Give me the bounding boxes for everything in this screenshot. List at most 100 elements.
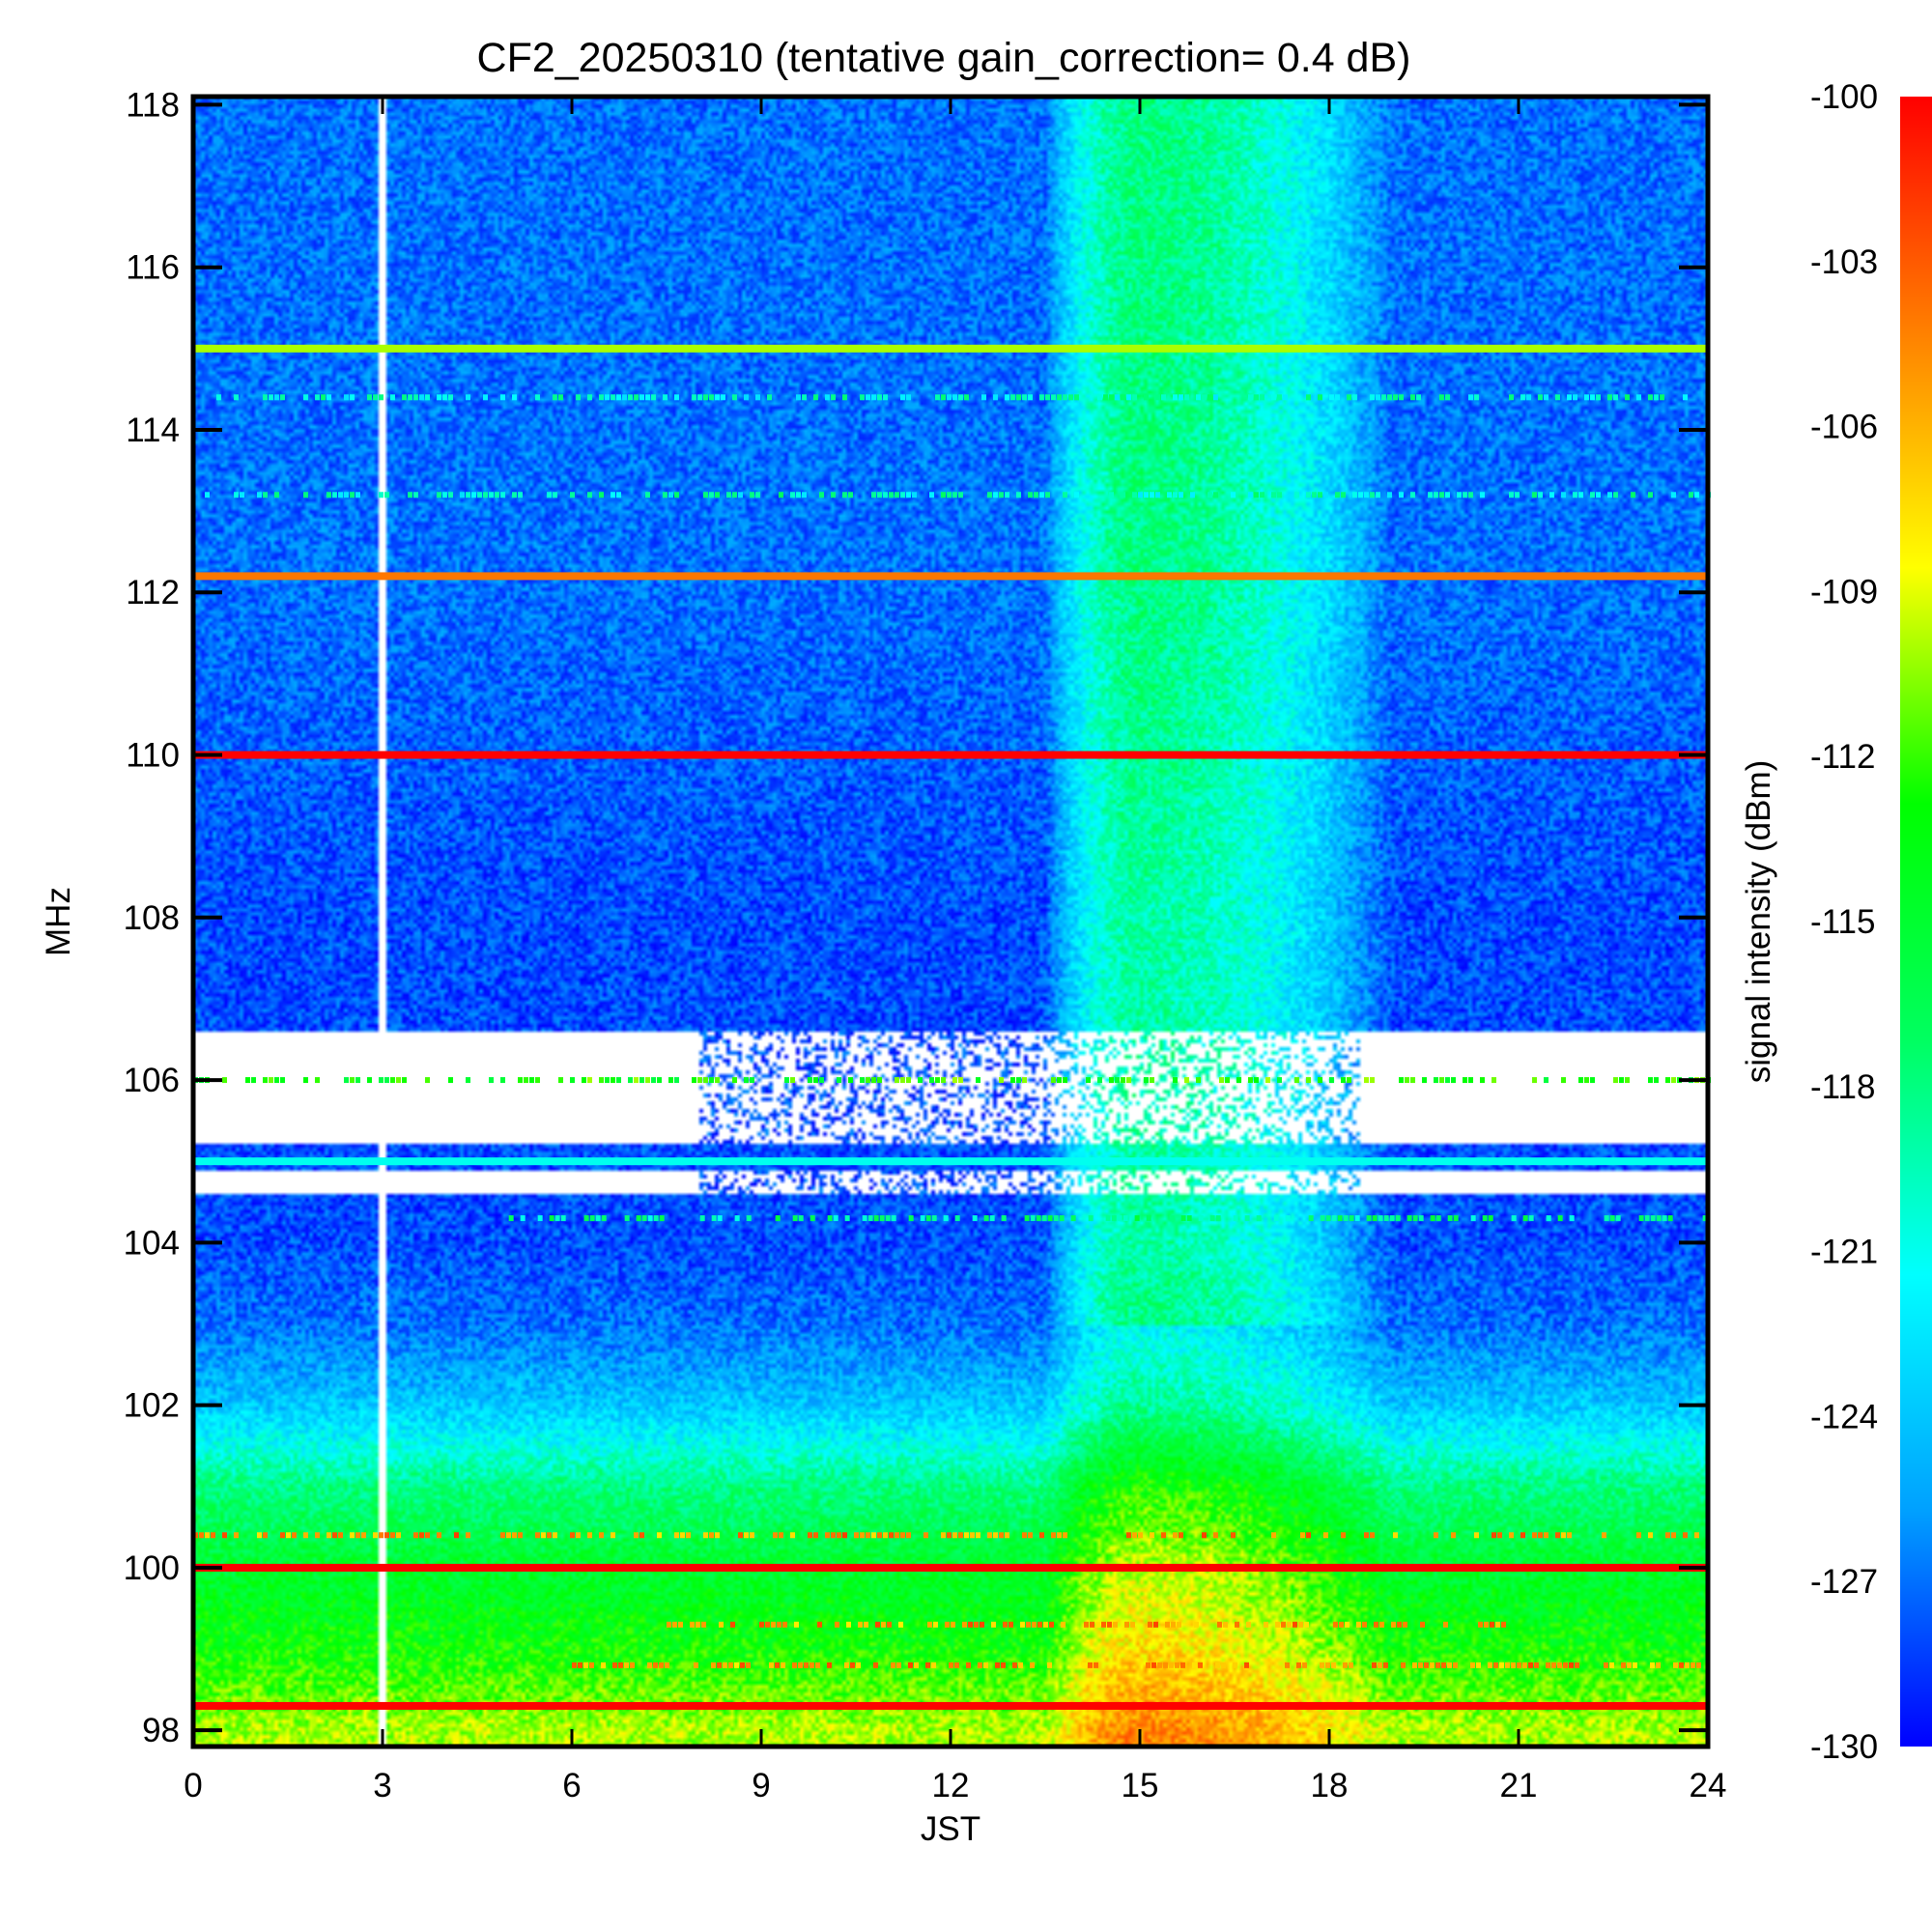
signal-segment (697, 394, 702, 401)
signal-segment (587, 1077, 592, 1084)
signal-segment (1619, 1077, 1624, 1084)
signal-segment (634, 1532, 639, 1539)
signal-segment (974, 1621, 979, 1628)
signal-segment (303, 1077, 308, 1084)
signal-segment (1053, 1215, 1059, 1222)
signal-segment (850, 1662, 855, 1668)
signal-segment (1683, 394, 1688, 401)
signal-segment (402, 394, 407, 401)
signal-segment (1208, 492, 1212, 498)
signal-segment (1179, 492, 1183, 498)
signal-segment (547, 1532, 552, 1539)
signal-segment (1163, 1662, 1168, 1668)
signal-segment (1124, 1621, 1129, 1628)
signal-segment (968, 1621, 973, 1628)
signal-segment (1352, 492, 1357, 498)
signal-segment (1526, 394, 1531, 401)
signal-segment (1557, 1662, 1562, 1668)
signal-segment (1275, 1621, 1280, 1628)
signal-segment (775, 1215, 781, 1222)
signal-segment (1405, 1077, 1409, 1084)
y-axis-label: MHz (40, 887, 77, 956)
signal-segment (1468, 394, 1473, 401)
signal-segment (599, 1532, 604, 1539)
signal-segment (1312, 492, 1317, 498)
signal-segment (1144, 394, 1149, 401)
signal-segment (1005, 492, 1009, 498)
signal-segment (900, 1077, 905, 1084)
signal-segment (1265, 1077, 1270, 1084)
signal-segment (1613, 492, 1618, 498)
signal-segment (1573, 492, 1577, 498)
signal-segment (1271, 492, 1276, 498)
signal-segment (1534, 1662, 1539, 1668)
signal-segment (1435, 1662, 1440, 1668)
signal-segment (867, 1215, 873, 1222)
signal-segment (1126, 394, 1131, 401)
signal-segment (379, 1077, 384, 1084)
signal-segment (958, 394, 963, 401)
signal-segment (1654, 394, 1659, 401)
signal-segment (1138, 1532, 1143, 1539)
signal-segment (1153, 1621, 1158, 1628)
signal-segment (1122, 1215, 1128, 1222)
signal-segment (1022, 1532, 1027, 1539)
signal-segment (1480, 1077, 1485, 1084)
signal-segment (234, 1532, 239, 1539)
signal-segment (1167, 492, 1172, 498)
signal-segment (612, 1662, 617, 1668)
signal-segment (1563, 1662, 1568, 1668)
signal-segment (1005, 1532, 1009, 1539)
signal-segment (900, 394, 905, 401)
signal-segment (1341, 492, 1346, 498)
signal-segment (1039, 1532, 1044, 1539)
colorbar-tick-label: -121 (1810, 1234, 1878, 1271)
signal-segment (1051, 1532, 1056, 1539)
signal-segment (976, 1077, 980, 1084)
colorbar-tick-label: -124 (1810, 1398, 1878, 1435)
signal-segment (286, 1532, 291, 1539)
signal-segment (1468, 1077, 1473, 1084)
signal-segment (817, 1621, 822, 1628)
signal-segment (1428, 492, 1433, 498)
signal-segment (570, 1077, 575, 1084)
signal-segment (1492, 1077, 1496, 1084)
signal-segment (1179, 394, 1183, 401)
signal-segment (668, 1077, 673, 1084)
signal-segment (1650, 1662, 1655, 1668)
signal-segment (759, 1621, 764, 1628)
signal-segment (639, 1532, 644, 1539)
signal-segment (1399, 394, 1404, 401)
signal-segment (512, 394, 517, 401)
signal-segment (576, 1532, 581, 1539)
signal-segment (808, 1077, 812, 1084)
signal-segment (373, 1532, 378, 1539)
signal-segment (1097, 1077, 1102, 1084)
signal-segment (1022, 1077, 1027, 1084)
signal-segment (361, 1532, 366, 1539)
signal-segment (1138, 492, 1143, 498)
signal-segment (896, 1662, 901, 1668)
signal-segment (1484, 1621, 1489, 1628)
signal-segment (413, 1532, 418, 1539)
signal-segment (1499, 1662, 1504, 1668)
signal-segment (1397, 1621, 1402, 1628)
signal-segment (1173, 492, 1178, 498)
signal-segment (413, 394, 418, 401)
signal-segment (1633, 1662, 1637, 1668)
signal-segment (1194, 1621, 1199, 1628)
signal-segment (1235, 1621, 1239, 1628)
signal-segment (1202, 1532, 1207, 1539)
signal-segment (1567, 394, 1572, 401)
signal-segment (1283, 394, 1288, 401)
signal-segment (344, 492, 349, 498)
signal-segment (1403, 1621, 1407, 1628)
signal-segment (931, 1662, 936, 1668)
signal-segment (1621, 1662, 1626, 1668)
signal-segment (315, 394, 320, 401)
signal-segment (344, 394, 349, 401)
signal-segment (1285, 1662, 1290, 1668)
signal-segment (831, 1532, 836, 1539)
signal-segment (263, 1077, 268, 1084)
signal-segment (1177, 1621, 1181, 1628)
